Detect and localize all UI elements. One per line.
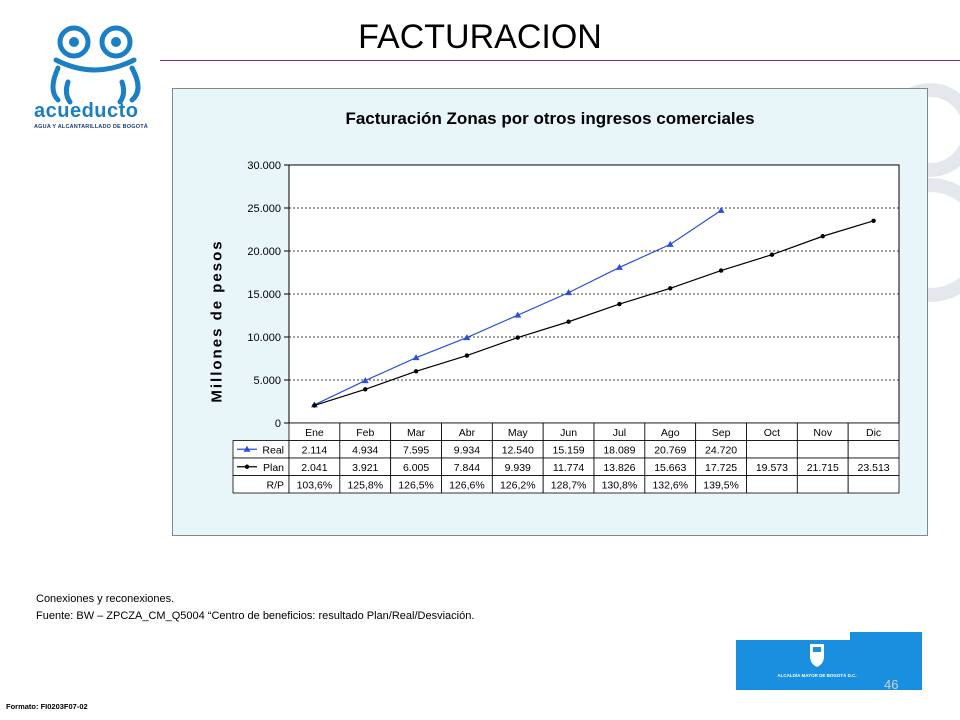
table-row-label: R/P (266, 480, 284, 492)
bogota-emblem-block: ALCALDÍA MAYOR DE BOGOTÁ D.C. (736, 632, 922, 690)
data-point-plan (617, 301, 622, 307)
data-point-real (666, 240, 674, 247)
data-point-real (565, 289, 573, 296)
table-value: 20.769 (654, 445, 686, 457)
y-tick-label: 5.000 (253, 375, 281, 387)
source-line: Fuente: BW – ZPCZA_CM_Q5004 “Centro de b… (36, 610, 475, 622)
table-value: 24.720 (705, 445, 737, 457)
table-value: 132,6% (652, 480, 688, 492)
chart-panel: Facturación Zonas por otros ingresos com… (172, 88, 928, 536)
chart-title: Facturación Zonas por otros ingresos com… (345, 109, 755, 128)
x-tick-label: May (508, 427, 529, 439)
table-value: 12.540 (502, 445, 534, 457)
x-tick-label: Sep (712, 427, 731, 439)
data-point-real (514, 311, 522, 318)
table-value: 6.005 (403, 462, 429, 474)
table-cell (847, 440, 900, 459)
data-point-real (615, 263, 623, 270)
legend-marker-plan (244, 464, 250, 469)
y-tick-label: 15.000 (247, 289, 281, 301)
table-cell (746, 440, 798, 459)
data-point-real (717, 206, 725, 213)
bogota-label: ALCALDÍA MAYOR DE BOGOTÁ D.C. (777, 671, 856, 678)
note-line: Conexiones y reconexiones. (36, 593, 175, 605)
bogota-shield-icon (810, 644, 824, 667)
table-value: 18.089 (603, 445, 635, 457)
table-value: 9.939 (505, 462, 531, 474)
table-value: 11.774 (553, 462, 584, 474)
table-cell (796, 440, 849, 459)
table-value: 4.934 (352, 445, 378, 457)
table-value: 7.595 (403, 445, 429, 457)
series-line-plan (314, 220, 874, 407)
x-tick-label: Dic (866, 427, 881, 439)
table-value: 19.573 (756, 462, 788, 474)
table-value: 17.725 (705, 462, 737, 474)
data-point-plan (718, 268, 724, 273)
table-value: 103,6% (297, 480, 333, 492)
table-value: 13.826 (603, 462, 635, 474)
data-point-plan (515, 335, 520, 340)
table-value: 3.921 (352, 462, 378, 474)
table-value: 23.513 (858, 462, 890, 474)
table-value: 126,6% (449, 480, 485, 492)
data-point-plan (464, 353, 470, 358)
page-number: 46 (884, 677, 899, 692)
data-point-plan (668, 286, 673, 291)
x-tick-label: Abr (459, 427, 476, 439)
x-tick-label: Jun (560, 427, 577, 439)
data-point-plan (769, 252, 775, 257)
table-cell (847, 475, 900, 494)
data-point-plan (820, 234, 825, 239)
table-value: 21.715 (807, 462, 839, 474)
table-value: 15.159 (553, 445, 585, 457)
table-value: 128,7% (551, 480, 587, 492)
table-value: 126,5% (398, 480, 434, 492)
table-value: 15.663 (654, 462, 686, 474)
data-point-plan (566, 319, 571, 324)
data-point-real (463, 334, 471, 341)
x-tick-label: Ago (661, 427, 680, 439)
data-point-plan (312, 403, 317, 408)
table-value: 139,5% (703, 480, 739, 492)
table-cell (746, 475, 798, 494)
table-cell (796, 475, 849, 494)
y-tick-label: 30.000 (247, 160, 281, 172)
x-tick-label: Jul (613, 427, 626, 439)
title-divider (160, 60, 960, 61)
table-value: 126,2% (500, 480, 536, 492)
data-point-real (361, 377, 369, 384)
table-value: 2.114 (302, 445, 328, 457)
legend-marker-real (243, 445, 251, 452)
x-tick-label: Mar (407, 427, 426, 439)
y-tick-label: 20.000 (247, 246, 281, 258)
data-point-plan (871, 218, 876, 223)
table-value: 9.934 (454, 445, 480, 457)
data-point-real (412, 354, 420, 361)
x-tick-label: Feb (356, 427, 374, 439)
table-value: 125,8% (347, 480, 383, 492)
table-value: 7.844 (454, 462, 480, 474)
logo-subtitle: AGUA Y ALCANTARILLADO DE BOGOTÁ (34, 124, 148, 130)
table-value: 130,8% (602, 480, 638, 492)
y-tick-label: 10.000 (247, 332, 281, 344)
table-row-label: Plan (263, 462, 284, 474)
y-tick-label: 0 (275, 418, 281, 430)
line-chart: 0 5.000 10.000 15.000 20.000 25.000 30.000 Ene F… (232, 160, 900, 494)
data-point-plan (363, 387, 368, 392)
format-code: Formato: FI0203F07-02 (6, 702, 88, 711)
acueducto-frog-logo-icon (50, 25, 141, 105)
source-notes: Conexiones y reconexiones. Fuente: BW – … (36, 591, 474, 625)
table-row-label: Real (262, 445, 284, 457)
x-tick-label: Ene (305, 427, 324, 439)
data-point-plan (413, 369, 419, 374)
x-tick-label: Nov (813, 427, 832, 439)
x-tick-label: Oct (764, 427, 780, 439)
y-tick-label: 25.000 (247, 203, 281, 215)
logo-wordmark: acueducto (34, 100, 139, 122)
table-value: 2.041 (301, 462, 327, 474)
slide-title: FACTURACION (358, 18, 602, 56)
